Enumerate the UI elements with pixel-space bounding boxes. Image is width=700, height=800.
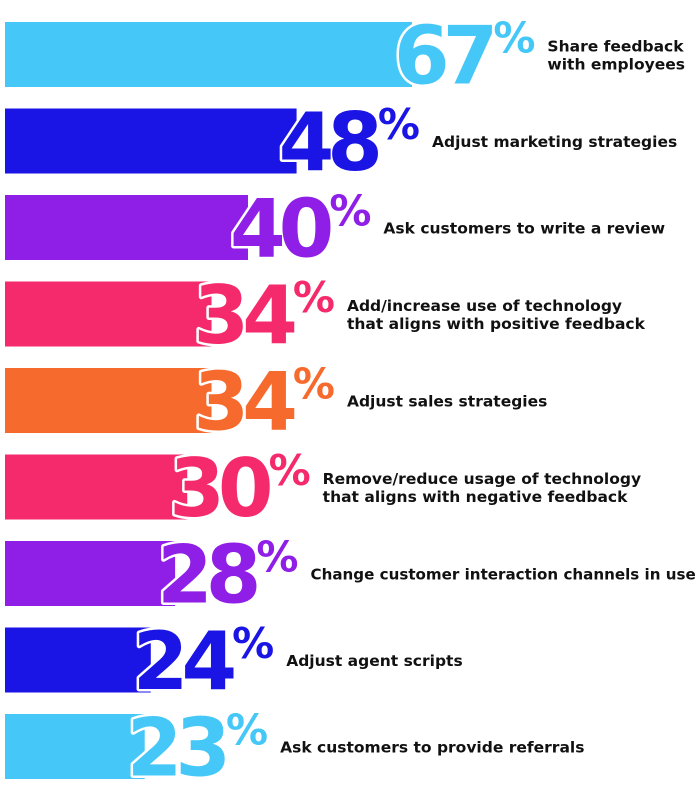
value-label: 28 xyxy=(157,529,257,622)
percent-sign: % xyxy=(293,273,335,322)
category-label: Remove/reduce usage of technology that al… xyxy=(323,470,641,506)
category-label: Change customer interaction channels in … xyxy=(311,566,696,584)
category-label-line: Ask customers to provide referrals xyxy=(280,739,584,757)
value-label: 40 xyxy=(230,183,331,276)
category-label: Ask customers to provide referrals xyxy=(280,739,584,757)
value-label: 30 xyxy=(169,442,270,535)
category-label-line: that aligns with negative feedback xyxy=(323,488,628,506)
category-label-line: Adjust sales strategies xyxy=(347,393,547,411)
value-label: 48 xyxy=(279,96,379,189)
percent-sign: % xyxy=(293,360,335,409)
bar xyxy=(5,108,297,174)
bar-group: 34% Add/increase use of technology that al… xyxy=(5,267,646,365)
bar-group: 24% Adjust agent scripts xyxy=(5,613,463,711)
category-label: Adjust agent scripts xyxy=(286,652,462,670)
category-label-line: Share feedback xyxy=(547,38,684,56)
category-label-line: Ask customers to write a review xyxy=(383,220,665,238)
percent-sign: % xyxy=(232,619,274,668)
bar xyxy=(5,22,412,87)
category-label-line: that aligns with positive feedback xyxy=(347,315,646,333)
bar xyxy=(5,195,248,260)
category-label: Add/increase use of technology that align… xyxy=(347,297,646,333)
bar-group: 48% Adjust marketing strategies xyxy=(5,94,677,192)
bar xyxy=(5,281,212,347)
bar xyxy=(5,714,145,779)
bar-group: 30% Remove/reduce usage of technology that… xyxy=(5,440,641,538)
percent-sign: % xyxy=(226,706,268,755)
bar-group: 28% Change customer interaction channels … xyxy=(5,526,696,624)
bar-group: 23% Ask customers to provide referrals xyxy=(5,699,584,797)
category-label-line: with employees xyxy=(547,56,685,74)
category-label-line: Adjust agent scripts xyxy=(286,652,462,670)
percent-sign: % xyxy=(329,187,371,236)
category-label-line: Adjust marketing strategies xyxy=(432,133,677,151)
bar xyxy=(5,454,188,520)
bar-group: 34% Adjust sales strategies xyxy=(5,353,547,451)
bar-group: 67% Share feedback with employees xyxy=(5,7,685,105)
percent-sign: % xyxy=(378,100,420,149)
category-label-line: Change customer interaction channels in … xyxy=(311,566,696,584)
value-label: 24 xyxy=(133,615,234,708)
percent-sign: % xyxy=(493,14,535,63)
value-label: 34 xyxy=(194,356,295,449)
value-label: 67 xyxy=(394,10,493,103)
category-label: Adjust marketing strategies xyxy=(432,133,677,151)
category-label-line: Remove/reduce usage of technology xyxy=(323,470,641,488)
category-label: Share feedback with employees xyxy=(547,38,685,74)
bar xyxy=(5,541,176,606)
percent-sign: % xyxy=(269,446,311,495)
percent-sign: % xyxy=(256,533,298,582)
bar xyxy=(5,627,151,693)
category-label-line: Add/increase use of technology xyxy=(347,297,622,315)
value-label: 23 xyxy=(127,702,226,795)
bar xyxy=(5,368,212,433)
bar-group: 40% Ask customers to write a review xyxy=(5,180,665,278)
category-label: Ask customers to write a review xyxy=(383,220,665,238)
value-label: 34 xyxy=(194,269,295,362)
category-label: Adjust sales strategies xyxy=(347,393,547,411)
